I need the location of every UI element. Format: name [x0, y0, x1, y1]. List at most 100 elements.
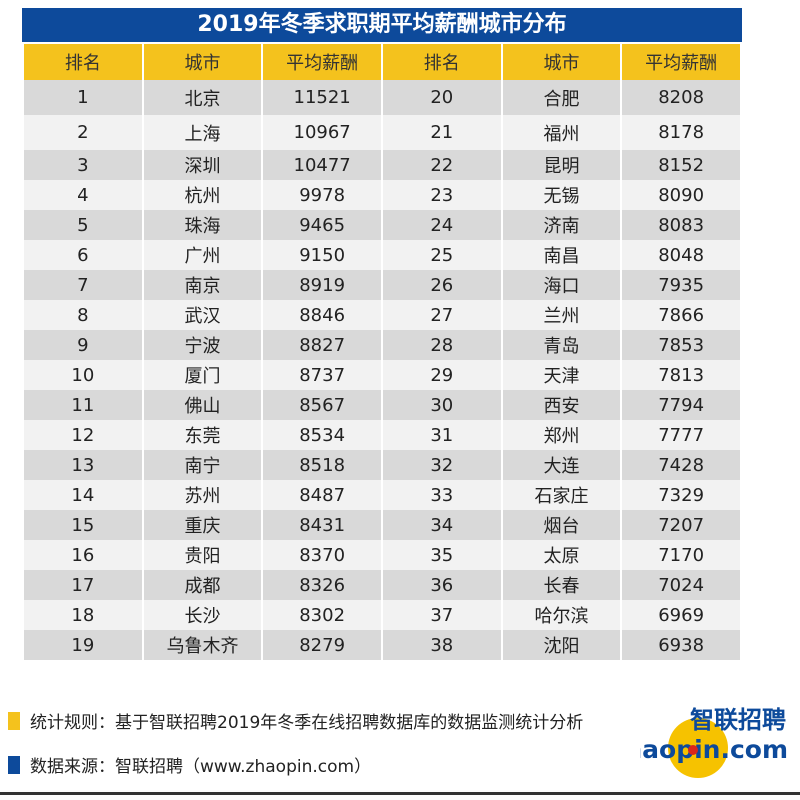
cell-salary: 8567 [261, 390, 383, 420]
cell-city: 石家庄 [500, 480, 623, 510]
cell-salary: 7813 [620, 360, 742, 390]
cell-salary: 8048 [620, 240, 742, 270]
cell-rank: 9 [22, 330, 144, 360]
source-text: 数据来源：智联招聘（www.zhaopin.com） [30, 757, 372, 777]
cell-salary: 8279 [261, 630, 383, 660]
cell-city: 无锡 [500, 180, 623, 210]
cell-salary: 9465 [261, 210, 383, 240]
cell-salary: 8827 [261, 330, 383, 360]
cell-city: 大连 [500, 450, 623, 480]
cell-salary: 7853 [620, 330, 742, 360]
cell-city: 北京 [141, 80, 264, 115]
cell-rank: 38 [380, 630, 503, 660]
table-row: 1 北京 11521 20 合肥 8208 [22, 80, 742, 115]
cell-salary: 8302 [261, 600, 383, 630]
rule-text: 统计规则：基于智联招聘2019年冬季在线招聘数据库的数据监测统计分析 [30, 713, 584, 733]
cell-salary: 7207 [620, 510, 742, 540]
cell-rank: 35 [380, 540, 503, 570]
cell-rank: 28 [380, 330, 503, 360]
header-salary: 平均薪酬 [261, 44, 383, 80]
cell-city: 合肥 [500, 80, 623, 115]
cell-city: 沈阳 [500, 630, 623, 660]
cell-salary: 8518 [261, 450, 383, 480]
table-row: 6 广州 9150 25 南昌 8048 [22, 240, 742, 270]
table-row: 11 佛山 8567 30 西安 7794 [22, 390, 742, 420]
cell-salary: 8178 [620, 115, 742, 150]
cell-city: 长春 [500, 570, 623, 600]
cell-city: 南昌 [500, 240, 623, 270]
cell-city: 成都 [141, 570, 264, 600]
cell-city: 重庆 [141, 510, 264, 540]
table-row: 19 乌鲁木齐 8279 38 沈阳 6938 [22, 630, 742, 660]
table-row: 10 厦门 8737 29 天津 7813 [22, 360, 742, 390]
source-note: 数据来源：智联招聘（www.zhaopin.com） [8, 752, 371, 777]
cell-rank: 15 [22, 510, 144, 540]
cell-city: 福州 [500, 115, 623, 150]
cell-city: 贵阳 [141, 540, 264, 570]
table-row: 15 重庆 8431 34 烟台 7207 [22, 510, 742, 540]
cell-salary: 8208 [620, 80, 742, 115]
cell-rank: 25 [380, 240, 503, 270]
cell-rank: 34 [380, 510, 503, 540]
cell-city: 苏州 [141, 480, 264, 510]
svg-text:智联招聘: 智联招聘 [690, 706, 786, 734]
cell-rank: 30 [380, 390, 503, 420]
cell-rank: 8 [22, 300, 144, 330]
header-city: 城市 [141, 44, 264, 80]
cell-salary: 8090 [620, 180, 742, 210]
header-city: 城市 [500, 44, 623, 80]
cell-city: 南宁 [141, 450, 264, 480]
cell-rank: 26 [380, 270, 503, 300]
cell-salary: 6969 [620, 600, 742, 630]
cell-salary: 8083 [620, 210, 742, 240]
table-row: 13 南宁 8518 32 大连 7428 [22, 450, 742, 480]
table-row: 5 珠海 9465 24 济南 8083 [22, 210, 742, 240]
cell-rank: 7 [22, 270, 144, 300]
header-row: 排名 城市 平均薪酬 排名 城市 平均薪酬 [22, 44, 742, 80]
cell-city: 武汉 [141, 300, 264, 330]
cell-rank: 32 [380, 450, 503, 480]
cell-rank: 36 [380, 570, 503, 600]
table-row: 8 武汉 8846 27 兰州 7866 [22, 300, 742, 330]
cell-rank: 23 [380, 180, 503, 210]
cell-rank: 19 [22, 630, 144, 660]
cell-rank: 33 [380, 480, 503, 510]
rule-note: 统计规则：基于智联招聘2019年冬季在线招聘数据库的数据监测统计分析 [8, 708, 583, 733]
cell-salary: 8534 [261, 420, 383, 450]
header-rank: 排名 [22, 44, 144, 80]
cell-salary: 7935 [620, 270, 742, 300]
cell-salary: 6938 [620, 630, 742, 660]
cell-city: 海口 [500, 270, 623, 300]
cell-city: 兰州 [500, 300, 623, 330]
cell-city: 深圳 [141, 150, 264, 180]
table-row: 18 长沙 8302 37 哈尔滨 6969 [22, 600, 742, 630]
table-row: 16 贵阳 8370 35 太原 7170 [22, 540, 742, 570]
cell-city: 天津 [500, 360, 623, 390]
cell-rank: 22 [380, 150, 503, 180]
cell-salary: 11521 [261, 80, 383, 115]
cell-rank: 2 [22, 115, 144, 150]
cell-rank: 21 [380, 115, 503, 150]
cell-rank: 37 [380, 600, 503, 630]
cell-city: 青岛 [500, 330, 623, 360]
cell-rank: 6 [22, 240, 144, 270]
table-row: 2 上海 10967 21 福州 8178 [22, 115, 742, 150]
table-row: 7 南京 8919 26 海口 7935 [22, 270, 742, 300]
cell-salary: 7777 [620, 420, 742, 450]
cell-rank: 4 [22, 180, 144, 210]
bottom-divider [0, 792, 800, 795]
header-rank: 排名 [380, 44, 503, 80]
cell-salary: 7329 [620, 480, 742, 510]
cell-salary: 8326 [261, 570, 383, 600]
cell-city: 西安 [500, 390, 623, 420]
salary-table: 排名 城市 平均薪酬 排名 城市 平均薪酬 1 北京 11521 20 合肥 8208 2 上… [22, 44, 742, 660]
blue-square-icon [8, 755, 20, 774]
cell-city: 长沙 [141, 600, 264, 630]
cell-rank: 13 [22, 450, 144, 480]
cell-city: 珠海 [141, 210, 264, 240]
cell-city: 乌鲁木齐 [141, 630, 264, 660]
zhaopin-logo: 智联招聘 zhaopin.com [610, 700, 790, 780]
cell-salary: 8152 [620, 150, 742, 180]
cell-salary: 8487 [261, 480, 383, 510]
cell-city: 上海 [141, 115, 264, 150]
